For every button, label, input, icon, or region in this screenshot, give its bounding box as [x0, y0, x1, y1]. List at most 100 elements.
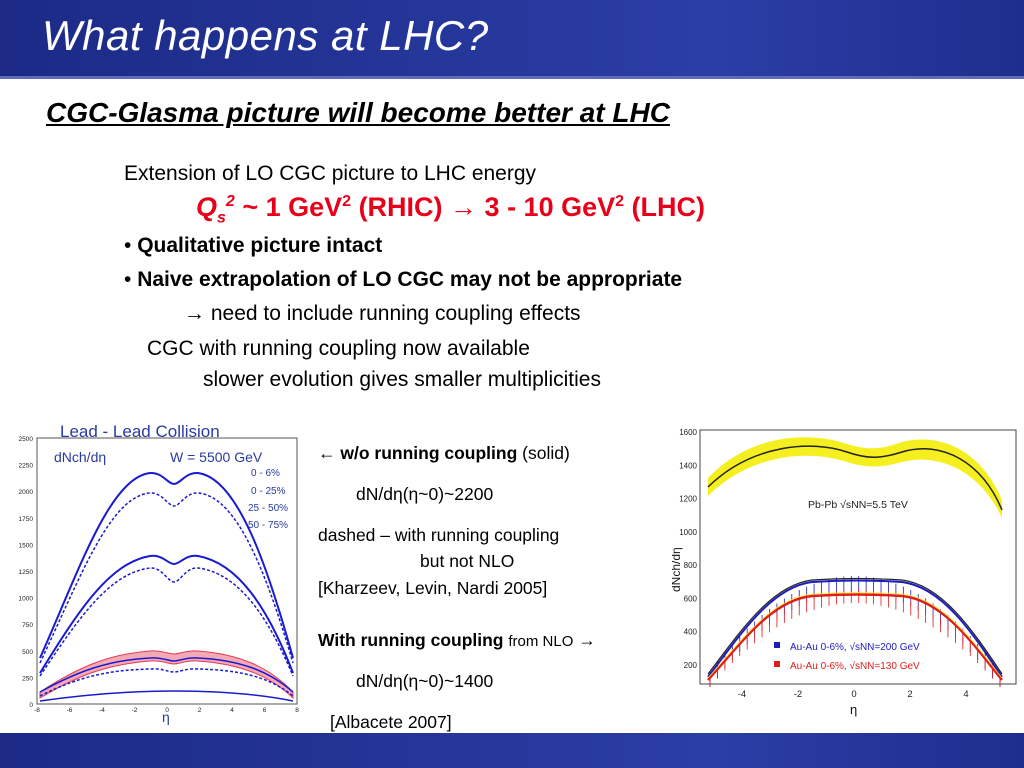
bullet-naive: • Naive extrapolation of LO CGC may not …	[124, 268, 683, 291]
legend-au130: Au-Au 0-6%, √sNN=130 GeV	[790, 660, 920, 672]
note-albacete-ref: [Albacete 2007]	[330, 712, 452, 732]
right-plot-ytick: 1600	[679, 428, 697, 437]
title-bar: What happens at LHC?	[0, 0, 1024, 76]
left-plot-xtick: 8	[295, 707, 299, 714]
left-plot-ytick: 1750	[19, 516, 34, 523]
bullet-qualitative: • Qualitative picture intact	[124, 234, 383, 257]
left-plot-xtick: -6	[67, 707, 73, 714]
right-plot-xlabel: η	[850, 702, 857, 717]
left-plot-xtick: -4	[99, 707, 105, 714]
gev-squared-1: 2	[342, 193, 352, 210]
left-plot-xtick: -2	[132, 707, 138, 714]
gev-squared-2: 2	[615, 193, 625, 210]
running-coupling-arrow-line: → need to include running coupling effec…	[184, 302, 581, 325]
curve-0-6-dashed	[39, 492, 294, 664]
cgc-running-coupling-line: CGC with running coupling now available	[147, 337, 530, 360]
right-plot-frame	[699, 429, 1017, 685]
band-pink	[39, 650, 294, 700]
note-without-running-rest: (solid)	[522, 443, 570, 463]
slower-evolution-line: slower evolution gives smaller multiplic…	[203, 368, 601, 391]
centrality-label-3: 50 - 75%	[248, 520, 288, 531]
left-plot-xtick: 0	[165, 707, 169, 714]
left-plot-energy: W = 5500 GeV	[170, 449, 263, 465]
curve-0-25-solid	[39, 554, 294, 674]
qs-lhc-label: (LHC)	[624, 192, 706, 222]
left-plot-x-ticks: -8 -6 -4 -2 0 2 4 6 8	[34, 707, 299, 714]
curve-au200-black	[707, 577, 1003, 675]
arrow-right-icon: →	[450, 192, 478, 222]
curve-au130	[707, 593, 1003, 681]
multiplicity-plot: 1600 1400 1200 1000 800 600 400 200 -4 -2 0 2 4 Pb-…	[672, 428, 1017, 717]
right-plot-xtick: -4	[738, 689, 746, 700]
left-plot-heading: Lead - Lead Collision	[60, 422, 220, 441]
pbpb-label: Pb-Pb √sNN=5.5 TeV	[808, 499, 908, 511]
left-plot-xtick: 6	[263, 707, 267, 714]
qs-superscript: 2	[225, 193, 235, 210]
right-plot-y-ticks: 1600 1400 1200 1000 800 600 400 200	[679, 428, 697, 670]
note-with-running-bold: With running coupling	[318, 630, 504, 650]
right-plot-x-ticks: -4 -2 0 2 4	[738, 689, 969, 700]
left-plot-curves	[39, 471, 294, 702]
right-plot-ytick: 600	[684, 594, 698, 603]
right-plot-xtick: 4	[963, 689, 968, 700]
left-plot-ytick: 0	[29, 702, 33, 709]
note-with-running: With running coupling from NLO →	[318, 630, 596, 651]
left-plot-ytick: 2250	[19, 463, 34, 470]
right-plot-ytick: 800	[684, 561, 698, 570]
curve-25-50-solid	[39, 657, 294, 693]
right-plot-ytick: 1200	[679, 495, 697, 504]
bullet-qualitative-text: Qualitative picture intact	[137, 234, 383, 257]
note-without-running-bold: w/o running coupling	[340, 443, 518, 463]
left-plot-ylabel: dNch/dη	[54, 449, 106, 465]
left-plot-xtick: 4	[230, 707, 234, 714]
centrality-label-1: 0 - 25%	[251, 486, 286, 497]
band-yellow	[708, 437, 1002, 518]
left-plot-xlabel: η	[162, 709, 170, 725]
right-plot-ytick: 1000	[679, 528, 697, 537]
note-without-running: ← w/o running coupling (solid)	[318, 443, 570, 464]
note-with-running-small: from NLO	[508, 633, 574, 650]
note-kharzeev-ref: [Kharzeev, Levin, Nardi 2005]	[318, 578, 548, 598]
note-not-nlo: but not NLO	[420, 551, 515, 571]
right-plot-xtick: -2	[794, 689, 802, 700]
note-multiplicity-2200: dN/dη(η~0)~2200	[356, 484, 494, 504]
left-plot-ytick: 250	[22, 675, 33, 682]
qs-lhc-value: 3 - 10 GeV	[477, 192, 616, 222]
curve-0-6-solid	[39, 471, 294, 659]
curve-25-50-dashed	[39, 668, 294, 697]
left-plot-ytick: 2000	[19, 489, 34, 496]
legend-au200: Au-Au 0-6%, √sNN=200 GeV	[790, 641, 920, 653]
curve-0-25-dashed	[39, 567, 294, 677]
curve-pbpb	[707, 445, 1003, 511]
right-plot-xtick: 0	[851, 689, 856, 700]
curve-au130-yellow	[707, 592, 1003, 679]
centrality-label-0: 0 - 6%	[251, 468, 280, 479]
left-plot-ytick: 1500	[19, 542, 34, 549]
right-plot-xtick: 2	[907, 689, 912, 700]
left-plot-ytick: 2500	[19, 436, 34, 443]
bullet-naive-text: Naive extrapolation of LO CGC may not be…	[137, 268, 683, 291]
left-plot-ytick: 750	[22, 622, 33, 629]
legend-au130-marker	[774, 661, 780, 667]
left-plot-ytick: 1250	[19, 569, 34, 576]
right-plot-ylabel: dNch/dη	[672, 547, 683, 592]
note-multiplicity-1400: dN/dη(η~0)~1400	[356, 671, 494, 691]
footer-bar	[0, 733, 1024, 768]
title-underline	[0, 76, 1024, 79]
left-plot-ytick: 1000	[19, 596, 34, 603]
left-plot-xtick: -8	[34, 707, 40, 714]
qs-rhic-value: ~ 1 GeV	[234, 192, 343, 222]
right-plot-ytick: 1400	[679, 461, 697, 470]
left-plot-ytick: 500	[22, 649, 33, 656]
slide-title: What happens at LHC?	[42, 12, 489, 59]
arrow-left-icon: ←	[318, 443, 336, 463]
qs-symbol: Q	[196, 192, 218, 222]
left-plot-frame	[36, 437, 298, 705]
left-plot-xtick: 2	[198, 707, 202, 714]
qs-scale-line: Qs2 ~ 1 GeV2 (RHIC) → 3 - 10 GeV2 (LHC)	[196, 192, 705, 227]
legend-au200-marker	[774, 642, 780, 648]
curve-50-75-solid	[39, 690, 294, 702]
centrality-label-2: 25 - 50%	[248, 503, 288, 514]
